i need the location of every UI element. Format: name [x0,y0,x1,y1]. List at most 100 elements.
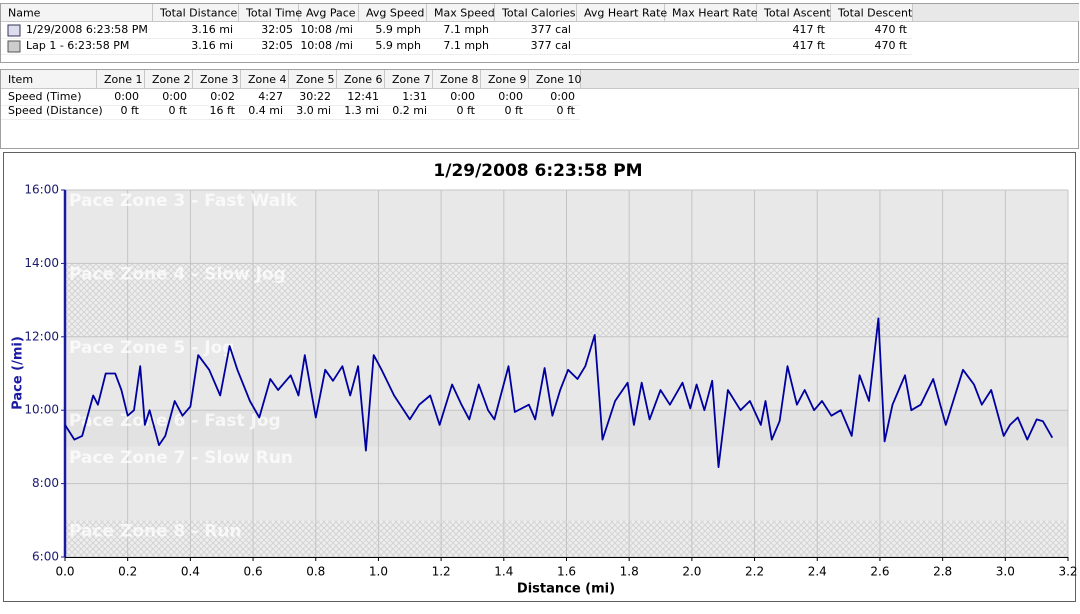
column-header: Zone 5 [296,73,335,86]
cell: 10:08 /mi [300,39,353,52]
column-header: Zone 8 [440,73,479,86]
column-header: Zone 6 [344,73,383,86]
cell: 1:31 [402,90,427,103]
x-tick-label: 0.6 [244,565,263,579]
zone-label: Pace Zone 7 - Slow Run [69,448,293,468]
zone-label: Pace Zone 3 - Fast Walk [69,191,298,211]
header-filler [581,70,1079,88]
x-tick-label: 1.8 [620,565,639,579]
cell: 0:00 [162,90,187,103]
cell: 0:00 [450,90,475,103]
zone-label: Pace Zone 6 - Fast Jog [69,411,281,431]
column-header: Zone 2 [152,73,191,86]
column-header: Zone 3 [200,73,239,86]
x-tick-label: 3.0 [996,565,1015,579]
cell: 0:00 [550,90,575,103]
cell: 10:08 /mi [300,23,353,36]
column-header: Avg Speed [366,7,424,20]
cell: Lap 1 - 6:23:58 PM [26,39,129,52]
cell: 0 ft [121,104,140,117]
y-tick-label: 10:00 [24,403,59,417]
cell: 3.16 mi [191,23,233,36]
table-header [1,4,913,21]
cell: 0:02 [210,90,235,103]
x-tick-label: 2.2 [745,565,764,579]
x-tick-label: 1.0 [369,565,388,579]
cell: 30:22 [299,90,331,103]
y-axis-label: Pace (/mi) [11,336,26,410]
x-tick-label: 3.2 [1058,565,1077,579]
header-filler [913,4,1079,21]
y-tick-label: 8:00 [32,476,59,490]
x-tick-label: 2.8 [933,565,952,579]
x-axis-label: Distance (mi) [517,582,615,597]
table-header [1,70,581,88]
column-header: Avg Pace [306,7,356,20]
x-tick-label: 1.2 [432,565,451,579]
cell: 470 ft [875,39,908,52]
cell: 0 ft [505,104,524,117]
cell: 0 ft [457,104,476,117]
cell: 0 ft [169,104,188,117]
cell: 3.0 mi [296,104,331,117]
cell: 417 ft [793,39,826,52]
cell: Speed (Distance) [8,104,103,117]
cell: 470 ft [875,23,908,36]
chart-title: 1/29/2008 6:23:58 PM [433,161,642,181]
cell: 1/29/2008 6:23:58 PM [26,23,148,36]
cell: 0.2 mi [392,104,427,117]
x-tick-label: 2.4 [808,565,827,579]
column-header: Zone 4 [248,73,287,86]
cell: 377 cal [531,39,571,52]
column-header: Zone 1 [104,73,143,86]
y-tick-label: 14:00 [24,256,59,270]
pace-line [64,317,1054,468]
column-header: Zone 9 [488,73,527,86]
zone-label: Pace Zone 5 - Jog [69,338,234,358]
x-tick-label: 2.6 [870,565,889,579]
cell: 0.4 mi [248,104,283,117]
column-header: Item [8,73,33,86]
lap-icon [7,40,21,53]
cell: Speed (Time) [8,90,81,103]
zone-label: Pace Zone 8 - Run [69,521,242,541]
column-header: Total Calories [501,7,576,20]
cell: 12:41 [347,90,379,103]
column-header: Max Speed [434,7,495,20]
x-tick-label: 0.8 [306,565,325,579]
x-tick-label: 1.4 [494,565,513,579]
cell: 0 ft [557,104,576,117]
cell: 5.9 mph [375,23,421,36]
x-tick-label: 2.0 [682,565,701,579]
cell: 3.16 mi [191,39,233,52]
cell: 4:27 [258,90,283,103]
column-header: Total Descent [837,7,913,20]
column-header: Name [8,7,41,20]
column-header: Zone 10 [536,73,582,86]
cell: 0:00 [114,90,139,103]
cell: 32:05 [261,23,293,36]
column-header: Total Time [245,7,302,20]
cell: 377 cal [531,23,571,36]
cell: 5.9 mph [375,39,421,52]
column-header: Zone 7 [392,73,431,86]
column-header: Total Ascent [763,7,831,20]
x-tick-label: 0.0 [55,565,74,579]
x-tick-label: 1.6 [557,565,576,579]
activity-icon [7,24,21,37]
y-tick-label: 6:00 [32,550,59,564]
column-header: Avg Heart Rate [584,7,667,20]
cell: 32:05 [261,39,293,52]
cell: 417 ft [793,23,826,36]
column-header: Max Heart Rate [672,7,758,20]
column-header: Total Distance [159,7,238,20]
cell: 7.1 mph [443,39,489,52]
y-tick-label: 16:00 [24,183,59,197]
x-tick-label: 0.2 [118,565,137,579]
y-tick-label: 12:00 [24,329,59,343]
cell: 7.1 mph [443,23,489,36]
x-tick-label: 0.4 [181,565,200,579]
zone-label: Pace Zone 4 - Slow Jog [69,264,286,284]
